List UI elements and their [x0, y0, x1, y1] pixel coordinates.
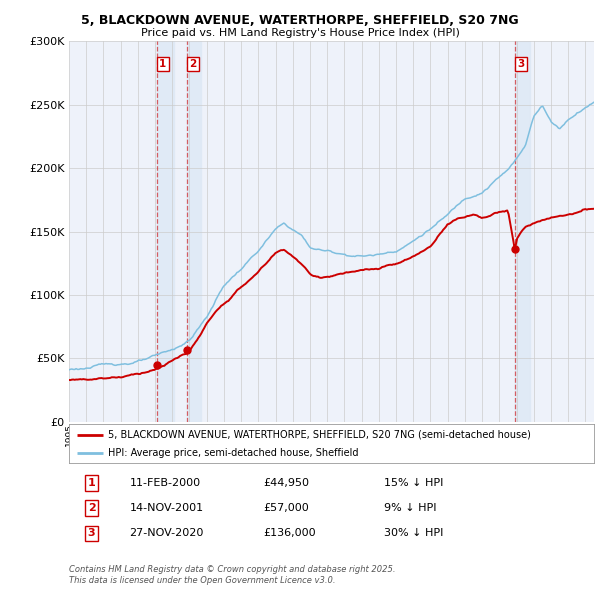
- Text: 11-FEB-2000: 11-FEB-2000: [130, 478, 200, 488]
- Text: HPI: Average price, semi-detached house, Sheffield: HPI: Average price, semi-detached house,…: [109, 448, 359, 458]
- Text: £57,000: £57,000: [263, 503, 309, 513]
- Text: £136,000: £136,000: [263, 528, 316, 538]
- Bar: [515, 41, 530, 422]
- Text: 2: 2: [190, 59, 197, 69]
- Text: 1: 1: [159, 59, 166, 69]
- Text: Price paid vs. HM Land Registry's House Price Index (HPI): Price paid vs. HM Land Registry's House …: [140, 28, 460, 38]
- Text: 30% ↓ HPI: 30% ↓ HPI: [384, 528, 443, 538]
- Text: 27-NOV-2020: 27-NOV-2020: [130, 528, 204, 538]
- Text: 3: 3: [88, 528, 95, 538]
- Text: 2: 2: [88, 503, 95, 513]
- Text: 3: 3: [517, 59, 524, 69]
- Bar: [187, 41, 201, 422]
- Text: 5, BLACKDOWN AVENUE, WATERTHORPE, SHEFFIELD, S20 7NG: 5, BLACKDOWN AVENUE, WATERTHORPE, SHEFFI…: [81, 14, 519, 27]
- Bar: [157, 41, 174, 422]
- Text: 15% ↓ HPI: 15% ↓ HPI: [384, 478, 443, 488]
- Text: 5, BLACKDOWN AVENUE, WATERTHORPE, SHEFFIELD, S20 7NG (semi-detached house): 5, BLACKDOWN AVENUE, WATERTHORPE, SHEFFI…: [109, 430, 531, 440]
- Text: 9% ↓ HPI: 9% ↓ HPI: [384, 503, 437, 513]
- Text: £44,950: £44,950: [263, 478, 309, 488]
- Text: Contains HM Land Registry data © Crown copyright and database right 2025.
This d: Contains HM Land Registry data © Crown c…: [69, 565, 395, 585]
- Text: 14-NOV-2001: 14-NOV-2001: [130, 503, 203, 513]
- Text: 1: 1: [88, 478, 95, 488]
